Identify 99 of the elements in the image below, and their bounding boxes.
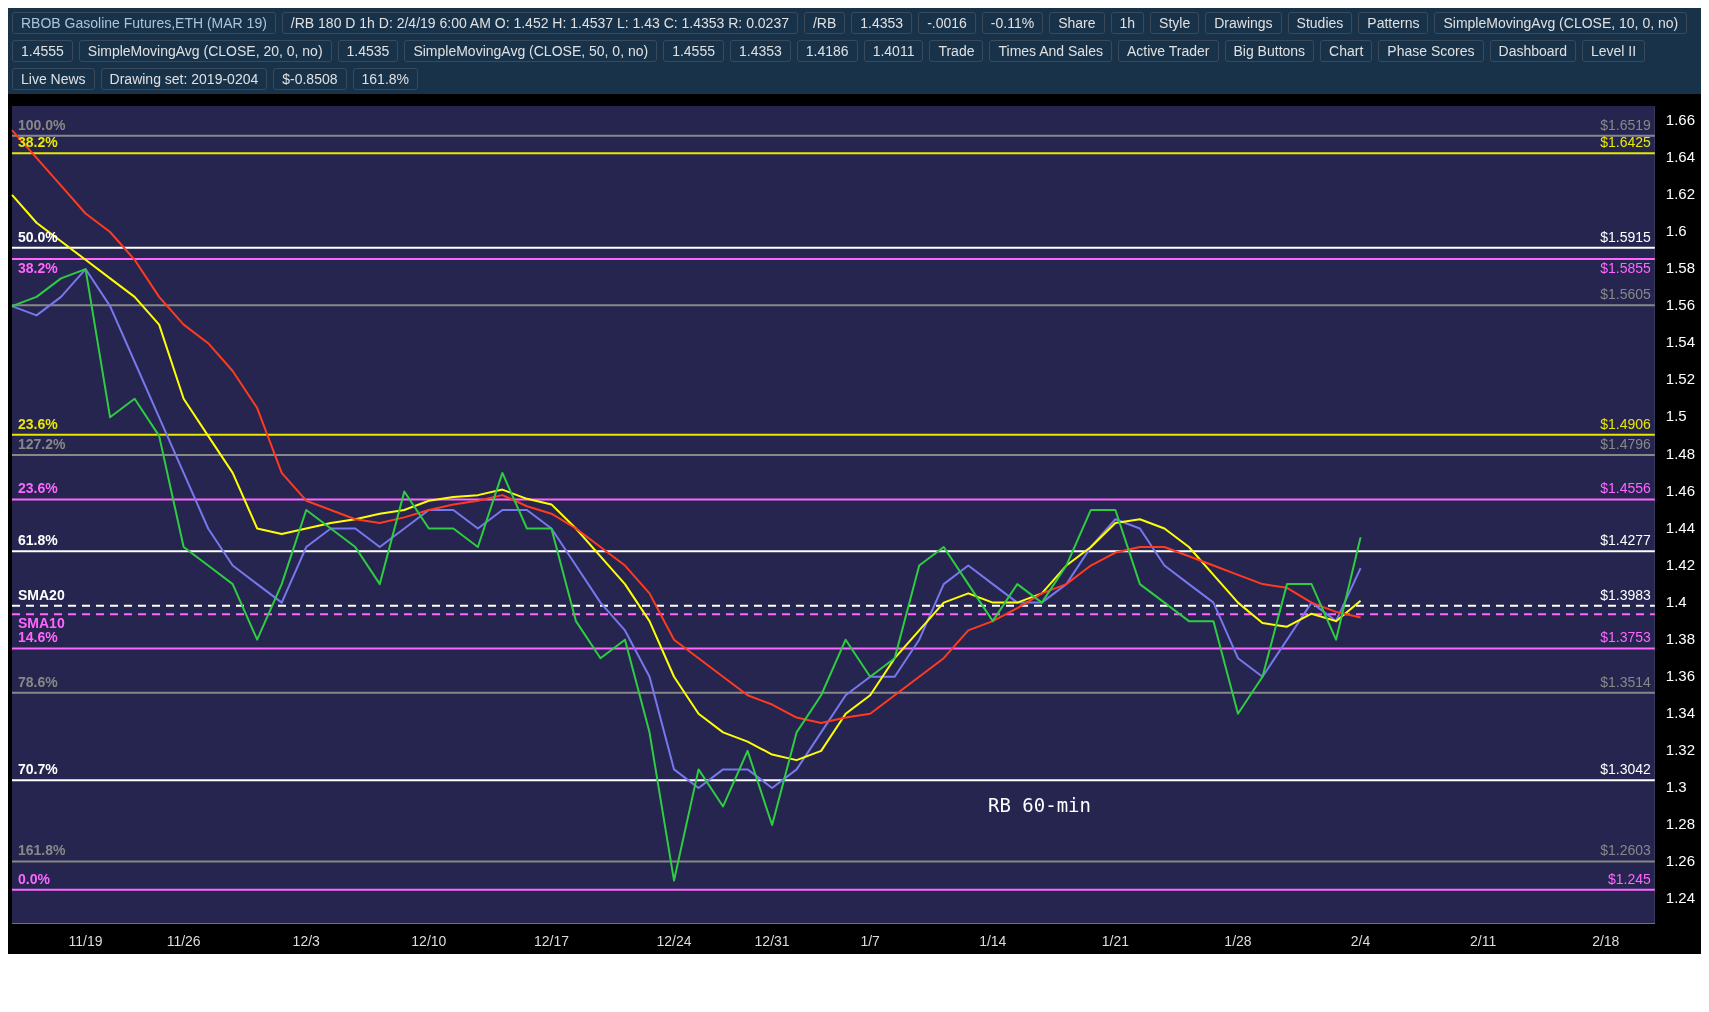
y-tick-label: 1.32	[1665, 741, 1696, 759]
ref-line-label: $1.4906	[1600, 415, 1652, 432]
y-tick-label: 1.26	[1665, 852, 1696, 870]
text: Share	[1049, 12, 1105, 34]
x-tick-label: 11/19	[68, 933, 103, 950]
text: Live News	[12, 68, 95, 90]
text: Active Trader	[1118, 40, 1219, 62]
y-tick-label: 1.64	[1665, 148, 1696, 166]
y-tick-label: 1.34	[1665, 703, 1696, 721]
y-tick-label: 1.6	[1665, 222, 1687, 240]
x-tick-label: 2/11	[1470, 933, 1497, 950]
annotation: 70.7%	[18, 761, 59, 777]
text: Times And Sales	[989, 40, 1113, 62]
y-tick-label: 1.46	[1665, 481, 1696, 499]
annotation: 161.8%	[18, 842, 67, 859]
text: Trade	[929, 40, 984, 62]
x-tick-label: 12/17	[533, 933, 570, 950]
x-tick-label: 12/31	[754, 933, 790, 950]
x-tick-label: 2/18	[1592, 933, 1620, 950]
x-tick-label: 1/21	[1101, 933, 1130, 950]
text: 1.4555	[12, 40, 73, 62]
text: /RB	[803, 12, 846, 34]
ref-line-label: $1.3983	[1600, 586, 1652, 603]
x-tick-label: 1/14	[979, 933, 1007, 950]
annotation: 61.8%	[18, 532, 59, 549]
y-tick-label: 1.4	[1665, 592, 1687, 610]
y-tick-label: 1.36	[1665, 666, 1696, 684]
x-tick-label: 1/28	[1224, 933, 1252, 950]
text: -.0016	[918, 12, 976, 34]
annotation: SMA10	[18, 615, 65, 632]
text: -0.11%	[981, 12, 1044, 34]
chart-title: RBOB Gasoline Futures,ETH (MAR 19)	[12, 12, 276, 34]
annotation: RB 60-min	[988, 794, 1091, 816]
ref-line-label: $1.4556	[1600, 480, 1652, 497]
x-tick-label: 12/3	[292, 933, 321, 950]
text: Chart	[1320, 40, 1373, 62]
x-tick-label: 2/4	[1350, 933, 1371, 950]
ref-line-label: $1.245	[1607, 870, 1652, 887]
ref-line-label: $1.6425	[1600, 134, 1652, 151]
text: Phase Scores	[1378, 40, 1484, 62]
text: 1.4535	[337, 40, 399, 62]
y-tick-label: 1.44	[1665, 518, 1696, 536]
ref-line-label: $1.3514	[1600, 673, 1652, 690]
text: 1.4186	[796, 40, 858, 62]
annotation: 0.0%	[18, 870, 51, 887]
text: Patterns	[1358, 12, 1429, 34]
text: SimpleMovingAvg (CLOSE, 20, 0, no)	[78, 40, 332, 62]
annotation: 23.6%	[18, 415, 59, 432]
y-tick-label: 1.52	[1665, 370, 1696, 388]
annotation: 38.2%	[18, 259, 59, 276]
annotation: 78.6%	[18, 673, 59, 690]
text: Big Buttons	[1224, 40, 1315, 62]
text: SimpleMovingAvg (CLOSE, 50, 0, no)	[404, 40, 658, 62]
x-tick-label: 1/7	[860, 933, 881, 950]
text: Level II	[1582, 40, 1646, 62]
annotation: 50.0%	[18, 228, 59, 245]
x-tick-label: 12/24	[656, 933, 692, 950]
y-tick-label: 1.24	[1665, 889, 1696, 907]
ref-line-label: $1.6519	[1600, 116, 1652, 133]
y-tick-label: 1.5	[1665, 407, 1687, 425]
y-tick-label: 1.42	[1665, 555, 1696, 573]
x-tick-label: 11/26	[166, 933, 201, 950]
text: 1h	[1110, 12, 1145, 34]
text: Style	[1150, 12, 1200, 34]
annotation: SMA20	[18, 586, 65, 603]
text: 1.4011	[863, 40, 924, 62]
ref-line-label: $1.5855	[1600, 259, 1652, 276]
y-tick-label: 1.48	[1665, 444, 1696, 462]
ref-line-label: $1.5605	[1600, 286, 1652, 303]
y-tick-label: 1.66	[1665, 110, 1696, 128]
y-tick-label: 1.62	[1665, 185, 1696, 203]
text: Drawing set: 2019-0204	[100, 68, 268, 90]
text: 1.4353	[851, 12, 913, 34]
y-tick-label: 1.58	[1665, 259, 1696, 277]
ref-line-label: $1.4277	[1600, 532, 1652, 549]
text: 161.8%	[352, 68, 419, 90]
text: Studies	[1287, 12, 1353, 34]
text: SimpleMovingAvg (CLOSE, 10, 0, no)	[1434, 12, 1688, 34]
ref-line-label: $1.5915	[1600, 228, 1652, 245]
ref-line-label: $1.4796	[1600, 435, 1652, 452]
y-tick-label: 1.3	[1665, 778, 1687, 796]
y-tick-label: 1.38	[1665, 629, 1696, 647]
annotation: 23.6%	[18, 480, 59, 497]
annotation: 127.2%	[18, 435, 67, 452]
ref-line-label: $1.3753	[1600, 629, 1652, 646]
text: Dashboard	[1489, 40, 1577, 62]
text: Drawings	[1205, 12, 1282, 34]
x-tick-label: 12/10	[411, 933, 447, 950]
annotation: 100.0%	[18, 116, 67, 133]
ref-line-label: $1.2603	[1600, 842, 1652, 859]
y-tick-label: 1.28	[1665, 815, 1696, 833]
annotation: 14.6%	[18, 629, 59, 646]
chart-subtitle: /RB 180 D 1h D: 2/4/19 6:00 AM O: 1.452 H: 1.4537 L: 1.43 C: 1.4353 R: 0.0237	[281, 12, 798, 34]
text: 1.4555	[663, 40, 724, 62]
text: 1.4353	[729, 40, 791, 62]
y-tick-label: 1.56	[1665, 296, 1696, 314]
y-tick-label: 1.54	[1665, 333, 1696, 351]
ref-line-label: $1.3042	[1600, 761, 1652, 777]
text: $-0.8508	[273, 68, 347, 90]
